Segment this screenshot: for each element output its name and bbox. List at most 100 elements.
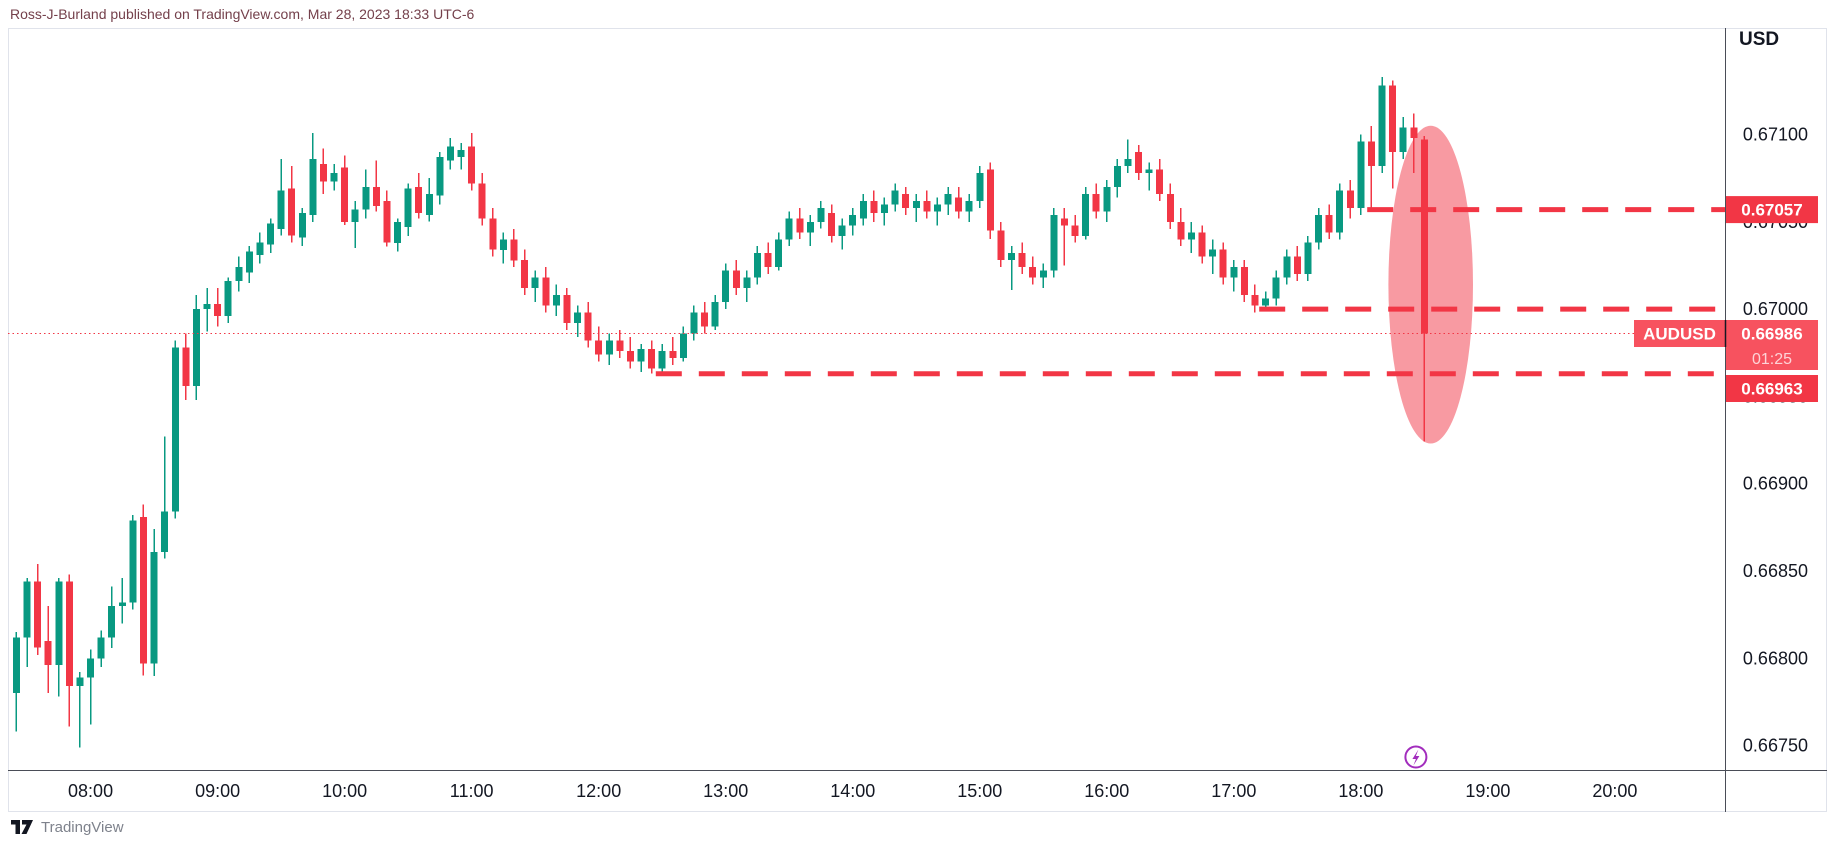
candle-body — [267, 223, 274, 245]
countdown-label — [1726, 347, 1818, 370]
candle-body — [1378, 85, 1386, 166]
candle — [658, 344, 666, 374]
candle-wick — [163, 436, 166, 559]
candle — [1092, 183, 1100, 219]
candle — [457, 143, 465, 170]
candle — [891, 183, 899, 212]
candle-body — [1336, 190, 1344, 233]
candle-body — [1177, 221, 1185, 240]
candle-body — [44, 640, 52, 666]
price-tick-label: 0.66850 — [1743, 561, 1808, 581]
candle — [722, 263, 730, 310]
candle — [1113, 158, 1121, 198]
candle-wick — [79, 672, 81, 748]
candle-body — [1410, 127, 1418, 138]
candle — [330, 164, 338, 191]
attribution-text: Ross-J-Burland published on TradingView.… — [10, 6, 475, 22]
candle-wick — [1148, 162, 1150, 191]
candle-body — [584, 312, 592, 341]
candle — [1315, 207, 1322, 250]
candle-body — [1262, 298, 1270, 306]
candle — [1198, 225, 1206, 264]
candle — [785, 211, 793, 247]
candle-body — [923, 200, 931, 212]
candle-body — [1071, 225, 1079, 236]
candle — [849, 207, 857, 236]
tradingview-watermark[interactable]: TradingView — [10, 817, 124, 837]
candle — [965, 193, 973, 222]
candle — [510, 228, 518, 268]
candle — [986, 162, 994, 240]
candle-body — [425, 193, 433, 215]
candle — [955, 186, 963, 219]
candle-body — [182, 347, 190, 386]
candle — [1219, 242, 1227, 285]
candle-body — [965, 200, 973, 212]
candle — [277, 158, 285, 236]
candle — [1156, 158, 1164, 201]
candle-body — [1145, 169, 1153, 173]
candle — [563, 288, 571, 330]
candle-body — [955, 197, 963, 212]
level-price-label — [1726, 375, 1818, 402]
candle — [828, 204, 836, 243]
candle — [224, 277, 232, 324]
candle — [817, 200, 825, 229]
candle-body — [362, 186, 370, 210]
time-tick-label: 09:00 — [195, 781, 240, 801]
candle — [1367, 125, 1375, 210]
candle-body — [499, 239, 507, 250]
candle — [1039, 263, 1047, 289]
candle-body — [489, 218, 497, 250]
candle-body — [351, 209, 359, 222]
candle-body — [574, 312, 581, 324]
candle-body — [870, 200, 878, 213]
candle — [806, 214, 814, 247]
candle — [732, 260, 740, 296]
candle — [902, 186, 910, 215]
candle-wick — [1063, 207, 1066, 266]
time-tick-label: 19:00 — [1465, 781, 1510, 801]
candle-body — [542, 277, 550, 306]
candle — [372, 160, 380, 212]
candle — [1145, 162, 1153, 191]
candle-body — [552, 295, 560, 306]
candle-body — [1008, 253, 1015, 261]
candle-body — [341, 167, 349, 222]
price-tick-label: 0.66750 — [1743, 736, 1808, 756]
candle-wick — [1127, 139, 1129, 173]
candle — [1346, 179, 1354, 219]
candle-body — [1367, 141, 1375, 166]
candle — [1071, 214, 1079, 243]
candle-body — [521, 260, 529, 289]
candle — [489, 207, 497, 257]
candle-body — [817, 207, 825, 222]
candle — [531, 270, 539, 303]
candle — [235, 256, 243, 292]
candle-body — [1082, 193, 1090, 236]
candle-body — [108, 605, 116, 638]
candle-body — [76, 677, 84, 687]
candle-wick — [1370, 125, 1373, 210]
candle-body — [1283, 256, 1291, 278]
candle — [55, 578, 63, 697]
candle — [1304, 235, 1312, 282]
candle-body — [192, 309, 200, 386]
candle-body — [320, 164, 327, 182]
candle-body — [1135, 152, 1143, 173]
candle — [542, 267, 550, 313]
highlight-ellipse[interactable] — [1388, 125, 1473, 444]
price-tick-label: 0.66800 — [1743, 648, 1808, 668]
event-marker[interactable] — [1404, 745, 1428, 769]
candle-body — [648, 349, 656, 369]
candle — [1262, 291, 1270, 311]
candle-body — [224, 281, 232, 317]
lightning-bolt-icon — [1412, 749, 1420, 766]
candle — [1357, 134, 1365, 215]
candle-body — [637, 349, 645, 362]
candle — [1389, 80, 1397, 189]
tradingview-logo-icon — [11, 820, 33, 834]
candle-body — [1389, 85, 1397, 152]
